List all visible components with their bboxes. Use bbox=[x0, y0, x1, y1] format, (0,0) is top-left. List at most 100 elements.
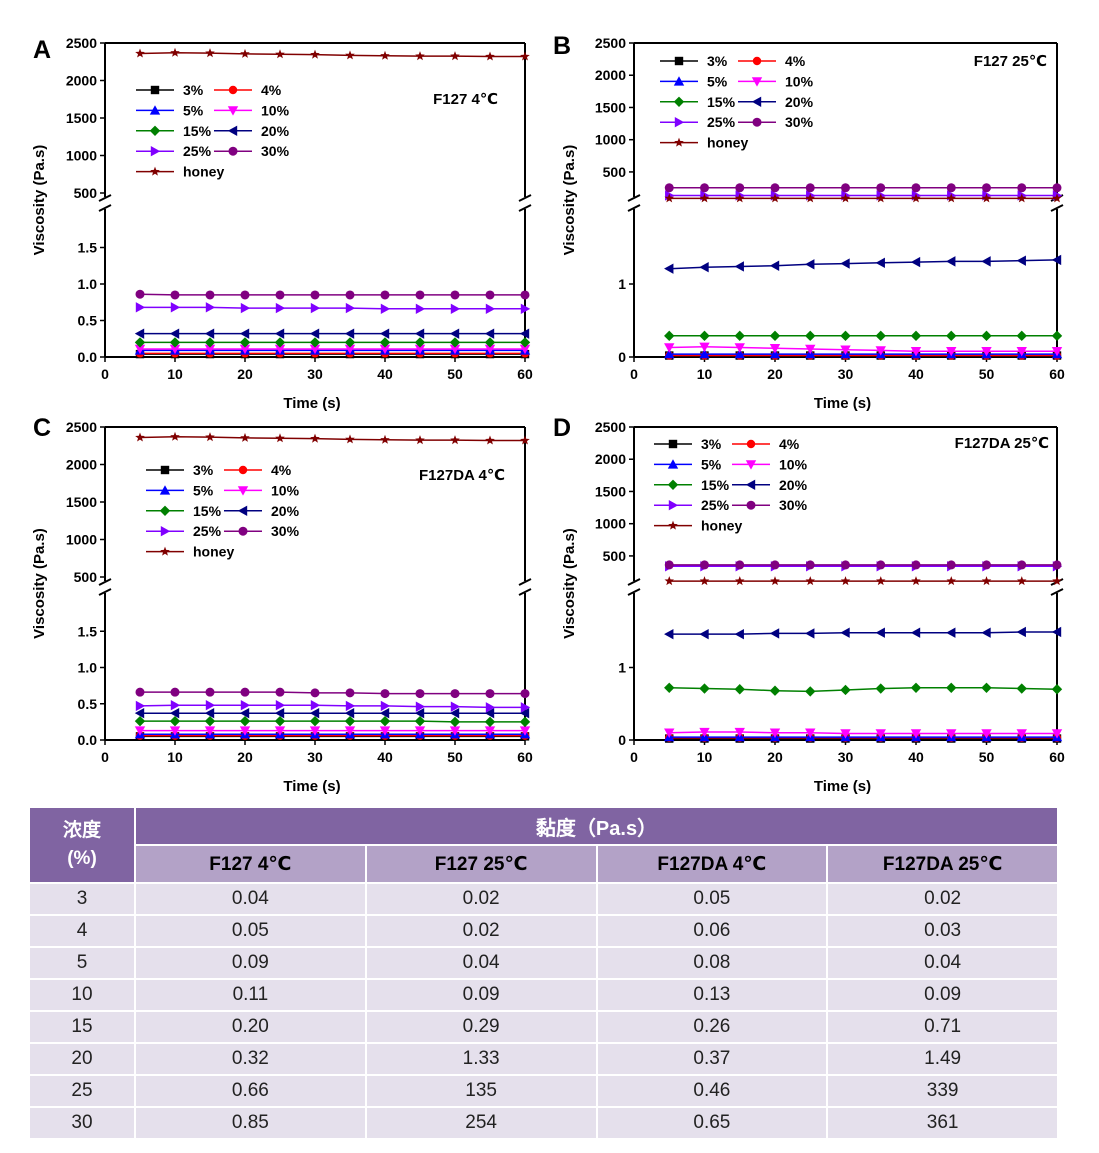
data-point bbox=[1017, 576, 1027, 586]
data-point bbox=[769, 344, 781, 354]
data-point bbox=[520, 303, 531, 315]
data-point bbox=[380, 689, 390, 699]
table-cell: 0.03 bbox=[828, 916, 1057, 946]
data-point bbox=[134, 328, 145, 339]
legend-item: 10% bbox=[732, 456, 808, 472]
legend-label: 15% bbox=[701, 477, 730, 493]
data-point bbox=[204, 328, 215, 339]
data-point bbox=[981, 576, 992, 586]
data-point bbox=[699, 576, 710, 586]
axis-break-stroke bbox=[98, 588, 112, 596]
legend-item: honey bbox=[654, 518, 742, 534]
data-point bbox=[1052, 183, 1062, 193]
data-point bbox=[700, 183, 709, 193]
legend-item: 25% bbox=[146, 523, 222, 539]
legend-item: 15% bbox=[654, 477, 730, 493]
legend-marker-icon bbox=[227, 106, 239, 116]
data-point bbox=[735, 183, 745, 193]
panel-title: F127DA 4℃ bbox=[419, 467, 505, 484]
panel-letter: B bbox=[553, 32, 571, 60]
data-point bbox=[946, 183, 956, 193]
table-cell: 0.05 bbox=[597, 884, 827, 914]
data-point bbox=[484, 344, 496, 355]
data-point bbox=[484, 707, 495, 719]
axis-break-stroke bbox=[627, 194, 641, 202]
data-point bbox=[911, 576, 921, 586]
data-point bbox=[274, 337, 286, 348]
data-point bbox=[982, 560, 991, 570]
data-point bbox=[415, 689, 425, 699]
axis-break-stroke bbox=[98, 194, 112, 202]
data-point bbox=[982, 183, 991, 193]
data-point bbox=[450, 701, 461, 712]
legend-item: 3% bbox=[660, 53, 728, 69]
data-point bbox=[450, 290, 460, 300]
table-cell: 0.29 bbox=[366, 1012, 596, 1042]
legend-item: 10% bbox=[738, 73, 814, 89]
table-cell: 1.33 bbox=[366, 1044, 596, 1074]
data-point bbox=[664, 576, 674, 586]
data-point bbox=[485, 435, 495, 445]
y-tick-label: 0.0 bbox=[78, 732, 98, 748]
x-tick-label: 10 bbox=[167, 749, 183, 765]
legend-marker-icon bbox=[673, 76, 685, 86]
data-point bbox=[380, 700, 391, 712]
y-tick-label: 1.0 bbox=[78, 276, 98, 292]
x-tick-label: 50 bbox=[979, 366, 995, 382]
series-30pct bbox=[664, 560, 1062, 570]
legend-label: honey bbox=[701, 518, 742, 534]
data-point bbox=[734, 628, 744, 640]
legend-marker-icon bbox=[667, 479, 679, 490]
axis-break-stroke bbox=[1050, 204, 1064, 212]
legend-item: 5% bbox=[146, 482, 214, 498]
y-tick-label: 0.0 bbox=[78, 349, 98, 365]
table-cell: 0.08 bbox=[597, 948, 827, 978]
legend-label: 20% bbox=[271, 503, 300, 519]
data-point bbox=[805, 560, 815, 570]
legend-marker-icon bbox=[752, 56, 762, 66]
data-point bbox=[664, 348, 675, 359]
table-cell: 135 bbox=[366, 1076, 596, 1106]
y-tick-label: 2500 bbox=[595, 35, 626, 51]
x-tick-label: 20 bbox=[237, 366, 253, 382]
data-point bbox=[240, 432, 250, 442]
y-tick-label: 2500 bbox=[595, 419, 626, 435]
series-line bbox=[139, 436, 525, 442]
data-point bbox=[345, 302, 356, 314]
data-point bbox=[204, 344, 216, 355]
axis-break-stroke bbox=[627, 578, 641, 586]
data-point bbox=[205, 302, 216, 313]
data-point bbox=[204, 707, 215, 719]
table-cell: 0.65 bbox=[597, 1108, 827, 1138]
legend-marker-icon bbox=[159, 485, 171, 495]
data-point bbox=[274, 715, 286, 727]
x-tick-label: 30 bbox=[838, 749, 854, 765]
legend-item: 15% bbox=[660, 94, 736, 110]
series-10pct bbox=[664, 727, 1063, 739]
data-point bbox=[840, 729, 851, 739]
series-line bbox=[669, 687, 1058, 693]
legend-item: 30% bbox=[224, 523, 300, 539]
data-point bbox=[946, 576, 956, 586]
y-tick-label: 1500 bbox=[595, 483, 626, 499]
data-point bbox=[946, 193, 956, 203]
table-row: 30 0.85 254 0.65 361 bbox=[30, 1108, 1057, 1138]
table-row: 4 0.05 0.02 0.06 0.03 bbox=[30, 916, 1057, 946]
data-point bbox=[875, 257, 885, 269]
data-point bbox=[170, 302, 181, 313]
data-point bbox=[240, 302, 251, 314]
concentration-header-line2: (%) bbox=[67, 848, 97, 869]
legend-label: 4% bbox=[271, 462, 292, 478]
table-cell: 1.49 bbox=[828, 1044, 1057, 1074]
data-point bbox=[875, 627, 885, 638]
data-point bbox=[204, 715, 216, 727]
legend-marker-icon bbox=[751, 96, 762, 107]
x-tick-label: 10 bbox=[167, 366, 183, 382]
chart-panel-a: 0 10 20 30 40 50 60 0.0 0.5 1.0 1.5 500 1000 1500 2000… bbox=[31, 35, 533, 412]
y-tick-label: 2000 bbox=[595, 67, 626, 83]
series-line bbox=[139, 293, 525, 296]
data-point bbox=[310, 688, 320, 698]
table-cell: 30 bbox=[30, 1108, 134, 1138]
x-tick-label: 40 bbox=[908, 366, 924, 382]
table-cell: 0.66 bbox=[136, 1076, 365, 1106]
